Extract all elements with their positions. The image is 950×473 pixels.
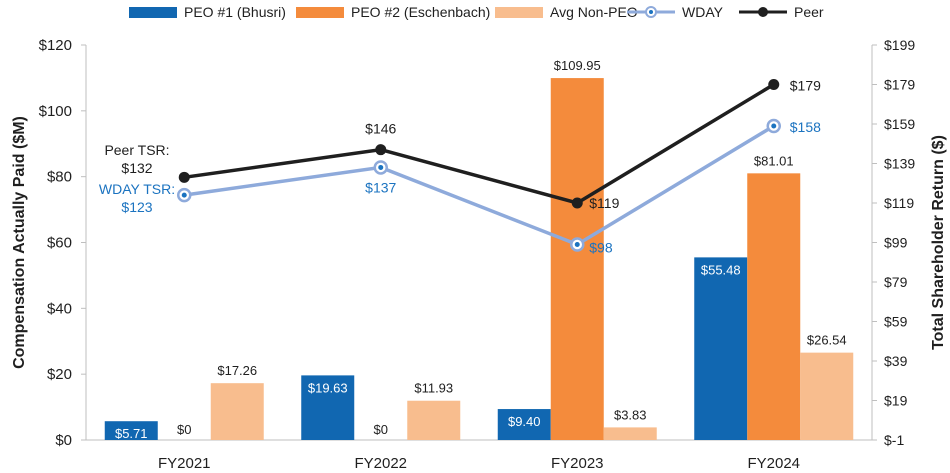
legend-swatch xyxy=(296,7,344,18)
right-tick-label: $199 xyxy=(884,37,915,53)
bar-label: $0 xyxy=(374,422,388,437)
y2-axis-title: Total Shareholder Return ($) xyxy=(930,135,947,350)
legend-label: Avg Non-PEO xyxy=(550,4,638,20)
x-tick-label: FY2022 xyxy=(354,455,407,472)
line-wday xyxy=(184,124,775,247)
bar-label: $17.26 xyxy=(217,363,257,378)
wday-line-label: $98 xyxy=(589,239,613,255)
legend-label: PEO #2 (Eschenbach) xyxy=(351,4,490,20)
right-tick-label: $119 xyxy=(884,195,914,211)
bar-label: $3.83 xyxy=(614,407,647,422)
y-axis-title: Compensation Actually Paid ($M) xyxy=(11,116,28,369)
marker-wday-center xyxy=(181,192,187,198)
left-tick-label: $40 xyxy=(47,300,72,317)
bar-label: $11.93 xyxy=(414,381,453,396)
peer-line-label: $146 xyxy=(365,121,396,137)
marker-peer xyxy=(178,171,190,183)
peer-line-label: $119 xyxy=(589,195,619,211)
right-tick-label: $179 xyxy=(884,77,915,93)
bar-label: $81.01 xyxy=(754,153,794,168)
axes: $0 $20 $40 $60 $80 $100 $120 $-1 $19 $39 $59 $79 $99… xyxy=(11,37,947,472)
left-tick-label: $20 xyxy=(47,366,72,383)
bar-avg-non-peo xyxy=(210,383,264,440)
bar-label: $9.40 xyxy=(508,414,541,429)
bar-avg-non-peo xyxy=(603,427,657,440)
wday-line-label: $123 xyxy=(121,199,152,215)
bar-label: $55.48 xyxy=(701,262,741,277)
tsr-lines xyxy=(177,79,781,252)
legend-marker-center xyxy=(649,10,653,14)
bar-peo-2-eschenbach xyxy=(550,78,604,441)
right-tick-label: $139 xyxy=(884,156,915,172)
legend-label: WDAY xyxy=(682,4,724,20)
bar-avg-non-peo xyxy=(407,400,461,440)
bar-label: $26.54 xyxy=(807,333,847,348)
marker-wday-center xyxy=(574,241,580,247)
wday-line-label: $158 xyxy=(790,119,821,135)
left-tick-label: $60 xyxy=(47,235,72,252)
legend-swatch xyxy=(129,7,177,18)
line-peer xyxy=(184,83,775,205)
bar-label: $19.63 xyxy=(308,380,348,395)
bar-label: $109.95 xyxy=(554,58,601,73)
bar-peo-2-eschenbach xyxy=(747,173,801,440)
right-tick-label: $19 xyxy=(884,393,908,409)
legend: PEO #1 (Bhusri) PEO #2 (Eschenbach) Avg No… xyxy=(129,4,824,20)
x-tick-label: FY2024 xyxy=(747,455,800,472)
bar-peo-1-bhusri xyxy=(497,409,551,440)
bar-label: $5.71 xyxy=(115,426,148,441)
data-labels: $5.71 $19.63 $9.40 $55.48 $0 $0 $109.95 $81.01 $… xyxy=(99,58,847,441)
legend-marker xyxy=(758,7,768,17)
wday-tsr-prefix: WDAY TSR: xyxy=(99,181,175,197)
marker-peer xyxy=(571,197,583,209)
marker-wday-center xyxy=(378,164,384,170)
legend-label: Peer xyxy=(794,4,824,20)
bar-peo-1-bhusri xyxy=(694,257,748,440)
bar-peo-1-bhusri xyxy=(301,375,355,440)
x-tick-label: FY2021 xyxy=(158,455,211,472)
right-tick-label: $159 xyxy=(884,116,915,132)
marker-peer xyxy=(375,144,387,156)
right-tick-label: $59 xyxy=(884,314,908,330)
marker-peer xyxy=(768,79,780,90)
right-tick-label: $79 xyxy=(884,274,908,290)
peer-line-label: $179 xyxy=(790,78,821,94)
left-tick-label: $120 xyxy=(39,37,72,54)
legend-swatch xyxy=(495,7,543,18)
right-tick-label: $39 xyxy=(884,353,908,369)
bar-peo-1-bhusri xyxy=(104,421,158,440)
peer-line-label: $132 xyxy=(121,160,152,176)
left-tick-label: $0 xyxy=(55,432,72,449)
x-tick-label: FY2023 xyxy=(551,455,604,472)
left-tick-label: $80 xyxy=(47,169,72,186)
wday-line-label: $137 xyxy=(365,179,396,195)
legend-label: PEO #1 (Bhusri) xyxy=(184,4,286,20)
bar-avg-non-peo xyxy=(800,352,854,440)
bars xyxy=(104,78,854,441)
right-tick-label: $99 xyxy=(884,235,908,251)
right-tick-label: $-1 xyxy=(884,432,904,448)
bar-label: $0 xyxy=(177,422,191,437)
left-tick-label: $100 xyxy=(39,103,72,120)
peer-tsr-prefix: Peer TSR: xyxy=(104,142,169,158)
marker-wday-center xyxy=(771,123,777,129)
